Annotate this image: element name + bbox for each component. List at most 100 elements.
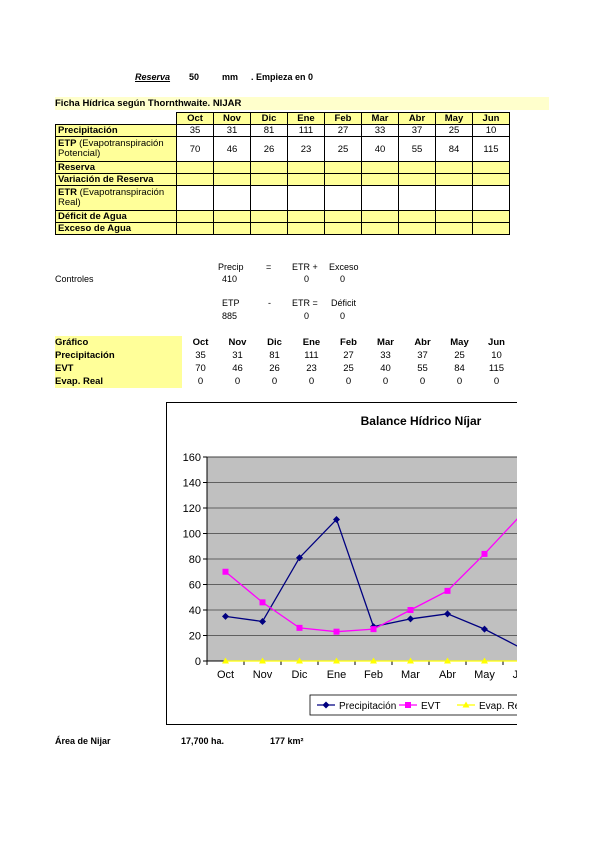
ficha-row: Variación de Reserva — [55, 173, 510, 186]
legend-label: EVT — [421, 701, 440, 712]
ficha-cell — [250, 222, 288, 235]
ficha-cell — [287, 222, 325, 235]
ficha-month-oct: Oct — [176, 112, 214, 125]
controles-etr-plus: ETR + — [292, 262, 318, 272]
ficha-cell: 25 — [324, 136, 362, 162]
grafico-month-mar: Mar — [377, 337, 394, 348]
grafico-cell: 10 — [491, 350, 502, 361]
grafico-cell: 0 — [197, 376, 204, 387]
ficha-row-label-abbr: ETR — [58, 187, 77, 198]
controles-dash: - — [268, 298, 271, 308]
controles-exceso: Exceso — [329, 262, 359, 272]
data-point — [370, 626, 377, 633]
grafico-month-dic: Dic — [267, 337, 282, 348]
ficha-cell: 31 — [213, 124, 251, 137]
grafico-row: EVT 70 46 26 23 25 40 55 84 115 — [55, 362, 515, 375]
data-point — [296, 554, 303, 562]
ficha-cell — [435, 161, 473, 174]
ficha-cell — [213, 161, 251, 174]
y-tick-label: 140 — [183, 478, 201, 490]
ficha-cell: 10 — [472, 124, 510, 137]
ficha-row: Precipitación 35 31 81 111 27 33 37 25 10 — [55, 124, 510, 137]
grafico-cell: 31 — [232, 350, 243, 361]
ficha-title: Ficha Hídrica según Thornthwaite. NIJAR — [55, 97, 549, 110]
controles-etp: ETP — [222, 298, 240, 308]
ficha-row-label-desc: (Evapotranspiración Potencial) — [58, 138, 164, 159]
grafico-cell: 84 — [454, 363, 465, 374]
grafico-cell: 0 — [345, 376, 352, 387]
ficha-cell — [398, 161, 436, 174]
controles-deficit-val: 0 — [340, 311, 346, 321]
grafico-cell: 0 — [419, 376, 426, 387]
grafico-cell: 115 — [488, 363, 505, 374]
grafico-cell: 0 — [382, 376, 389, 387]
ficha-hidrica-table: Oct Nov Dic Ene Feb Mar Abr May Jun Precipitación… — [55, 112, 510, 235]
controles-precip: Precip — [218, 262, 244, 272]
ficha-cell — [176, 210, 214, 223]
data-point — [481, 657, 488, 664]
ficha-cell: 25 — [435, 124, 473, 137]
data-point — [333, 628, 340, 635]
data-point — [444, 610, 451, 618]
ficha-cell: 35 — [176, 124, 214, 137]
grafico-month-ene: Ene — [302, 337, 321, 348]
reserva-note: . Empieza en 0 — [251, 72, 314, 82]
y-tick-label: 40 — [189, 605, 201, 617]
ficha-cell: 33 — [361, 124, 399, 137]
grafico-cell: 70 — [195, 363, 206, 374]
controles-deficit: Déficit — [331, 298, 357, 308]
grafico-header: Gráfico — [55, 336, 182, 349]
ficha-month-ene: Ene — [287, 112, 325, 125]
ficha-month-abr: Abr — [398, 112, 436, 125]
ficha-row: ETR (Evapotranspiración Real) — [55, 185, 510, 211]
ficha-row-label: ETR (Evapotranspiración Real) — [55, 185, 177, 211]
balance-chart: Balance Hídrico Níjar 0 20 40 60 80 100 120 140 1… — [166, 402, 517, 725]
grafico-month-may: May — [450, 337, 469, 348]
data-point — [481, 625, 488, 633]
grafico-cell: 33 — [380, 350, 391, 361]
ficha-corner — [56, 113, 177, 125]
controles-etr-eq: ETR = — [292, 298, 318, 308]
ficha-cell — [472, 173, 510, 186]
ficha-month-feb: Feb — [324, 112, 362, 125]
controles-etr-val1: 0 — [304, 274, 310, 284]
x-tick-label: Abr — [439, 669, 456, 681]
data-point — [407, 615, 414, 623]
ficha-cell — [213, 173, 251, 186]
reserva-unit: mm — [222, 72, 239, 82]
ficha-cell: 115 — [472, 136, 510, 162]
chart-title: Balance Hídrico Níjar — [361, 414, 482, 428]
ficha-cell — [213, 185, 251, 211]
ficha-month-mar: Mar — [361, 112, 399, 125]
ficha-row-label: Exceso de Agua — [55, 222, 177, 235]
ficha-month-jun: Jun — [472, 112, 510, 125]
ficha-cell: 27 — [324, 124, 362, 137]
reserva-label: Reserva — [135, 72, 171, 82]
y-tick-label: 160 — [183, 452, 201, 464]
grafico-month-jun: Jun — [488, 337, 505, 348]
ficha-cell — [287, 185, 325, 211]
area-km: 177 km² — [270, 736, 304, 746]
ficha-row-label-abbr: ETP — [58, 138, 77, 149]
data-point — [222, 568, 229, 575]
data-point — [222, 612, 229, 620]
ficha-cell — [472, 185, 510, 211]
x-tick-label: Nov — [253, 669, 273, 681]
ficha-cell — [176, 185, 214, 211]
data-point — [296, 624, 303, 631]
ficha-cell — [213, 210, 251, 223]
grafico-month-feb: Feb — [340, 337, 357, 348]
ficha-cell — [324, 161, 362, 174]
ficha-cell — [250, 185, 288, 211]
controles-eq: = — [266, 262, 272, 272]
ficha-cell: 40 — [361, 136, 399, 162]
ficha-cell — [324, 222, 362, 235]
y-tick-label: 60 — [189, 580, 201, 592]
controles-label: Controles — [55, 274, 94, 284]
ficha-cell — [472, 161, 510, 174]
y-tick-label: 80 — [189, 554, 201, 566]
ficha-cell — [287, 173, 325, 186]
ficha-cell: 111 — [287, 124, 325, 137]
ficha-cell — [361, 210, 399, 223]
ficha-cell — [324, 210, 362, 223]
